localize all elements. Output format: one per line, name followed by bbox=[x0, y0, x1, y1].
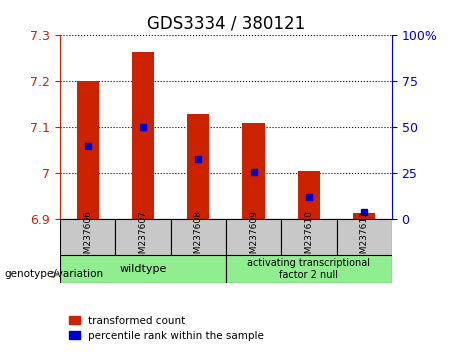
Bar bbox=[242, 123, 265, 219]
Bar bbox=[77, 81, 99, 219]
FancyBboxPatch shape bbox=[115, 219, 171, 255]
FancyBboxPatch shape bbox=[226, 219, 281, 255]
FancyBboxPatch shape bbox=[226, 255, 392, 283]
Title: GDS3334 / 380121: GDS3334 / 380121 bbox=[147, 15, 305, 33]
Bar bbox=[298, 171, 320, 219]
FancyBboxPatch shape bbox=[281, 219, 337, 255]
Legend: transformed count, percentile rank within the sample: transformed count, percentile rank withi… bbox=[65, 312, 268, 345]
Text: GSM237611: GSM237611 bbox=[360, 210, 369, 265]
Bar bbox=[353, 213, 375, 219]
FancyBboxPatch shape bbox=[60, 219, 115, 255]
FancyBboxPatch shape bbox=[60, 255, 226, 283]
Text: GSM237607: GSM237607 bbox=[138, 210, 148, 265]
Text: activating transcriptional
factor 2 null: activating transcriptional factor 2 null bbox=[248, 258, 370, 280]
Bar bbox=[187, 114, 209, 219]
Text: GSM237608: GSM237608 bbox=[194, 210, 203, 265]
Text: GSM237606: GSM237606 bbox=[83, 210, 92, 265]
FancyBboxPatch shape bbox=[171, 219, 226, 255]
FancyBboxPatch shape bbox=[337, 219, 392, 255]
Text: GSM237610: GSM237610 bbox=[304, 210, 313, 265]
Text: wildtype: wildtype bbox=[119, 264, 166, 274]
Text: GSM237609: GSM237609 bbox=[249, 210, 258, 265]
Text: genotype/variation: genotype/variation bbox=[5, 269, 104, 279]
Bar bbox=[132, 52, 154, 219]
